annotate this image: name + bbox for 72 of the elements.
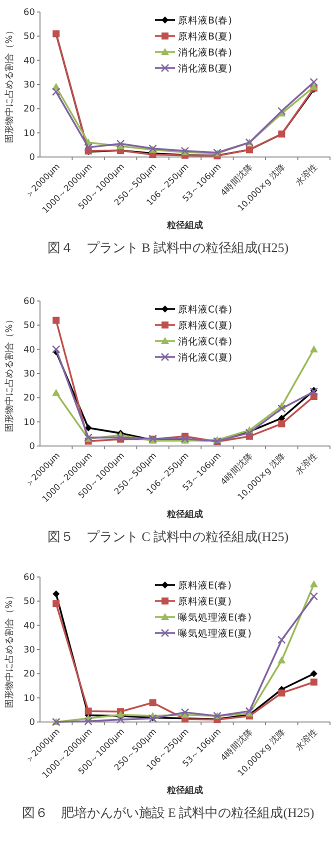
y-tick-label: 40 bbox=[24, 621, 36, 632]
y-tick-label: 0 bbox=[29, 442, 36, 452]
y-tick-label: 30 bbox=[24, 370, 36, 380]
y-tick-label: 10 bbox=[24, 694, 36, 704]
x-tick-label: 水溶性 bbox=[293, 726, 320, 754]
text: 図４ プラント B 試料中の粒径組成(H25) bbox=[47, 240, 289, 255]
point bbox=[52, 388, 60, 396]
point bbox=[245, 706, 254, 716]
y-tick-label: 60 bbox=[24, 573, 36, 583]
point bbox=[278, 404, 286, 413]
point bbox=[84, 424, 92, 432]
x-axis-title: 粒径組成 bbox=[166, 220, 203, 231]
y-tick-label: 50 bbox=[24, 321, 36, 332]
point bbox=[52, 590, 60, 598]
point bbox=[310, 580, 318, 588]
legend-label: 消化液B(春) bbox=[178, 46, 232, 58]
point bbox=[310, 345, 318, 352]
x-axis-title: 粒径組成 bbox=[166, 509, 203, 520]
legend-label: 消化液B(夏) bbox=[178, 62, 232, 74]
y-tick-label: 20 bbox=[24, 104, 36, 115]
legend-label: 消化液C(夏) bbox=[178, 352, 232, 364]
point bbox=[84, 708, 92, 715]
x-tick-label: 水溶性 bbox=[293, 450, 320, 478]
y-tick-label: 20 bbox=[24, 670, 36, 680]
legend-label: 原料液E(春) bbox=[178, 580, 232, 592]
y-tick-label: 30 bbox=[24, 646, 36, 656]
y-tick-label: 40 bbox=[24, 345, 36, 356]
point bbox=[116, 433, 125, 442]
legend-label: 原料液C(夏) bbox=[178, 320, 232, 332]
text: 図５ プラント C 試料中の粒径組成(H25) bbox=[47, 529, 289, 544]
point bbox=[116, 715, 125, 724]
point bbox=[52, 88, 60, 96]
legend-label: 原料液C(春) bbox=[178, 304, 232, 316]
y-tick-label: 50 bbox=[24, 32, 36, 42]
y-tick-label: 40 bbox=[24, 56, 36, 66]
point bbox=[278, 420, 286, 428]
y-tick-label: 60 bbox=[24, 297, 36, 307]
legend-label: 曝気処理液E(夏) bbox=[178, 628, 252, 640]
text: 図６ 肥培かんがい施設 E 試料中の粒径組成(H25) bbox=[22, 805, 314, 820]
point bbox=[278, 656, 286, 664]
y-tick-label: 50 bbox=[24, 597, 36, 608]
y-axis-title: 固形物中に占める割合（%） bbox=[4, 26, 15, 143]
y-tick-label: 60 bbox=[24, 8, 36, 18]
y-tick-label: 0 bbox=[29, 153, 36, 163]
point bbox=[310, 678, 318, 686]
x-tick-label: 水溶性 bbox=[293, 161, 320, 188]
legend-label: 原料液B(春) bbox=[178, 14, 232, 26]
point bbox=[52, 345, 60, 354]
point bbox=[180, 708, 190, 716]
point bbox=[278, 636, 286, 644]
point bbox=[84, 143, 92, 152]
point bbox=[52, 316, 60, 324]
y-tick-label: 30 bbox=[24, 80, 36, 90]
legend-label: 消化液C(春) bbox=[178, 336, 232, 348]
y-tick-label: 10 bbox=[24, 418, 36, 428]
legend-label: 原料液B(夏) bbox=[178, 30, 232, 42]
y-tick-label: 10 bbox=[24, 128, 36, 139]
y-tick-label: 20 bbox=[24, 394, 36, 404]
y-axis-title: 固形物中に占める割合（%） bbox=[4, 591, 15, 708]
point bbox=[278, 690, 286, 696]
point bbox=[310, 78, 318, 86]
point bbox=[116, 140, 125, 148]
y-axis-title: 固形物中に占める割合（%） bbox=[4, 315, 15, 432]
point bbox=[149, 699, 156, 706]
point bbox=[310, 592, 318, 600]
point bbox=[84, 717, 92, 726]
x-axis-title: 粒径組成 bbox=[166, 785, 203, 796]
point bbox=[52, 600, 60, 608]
point bbox=[310, 670, 318, 678]
y-tick-label: 0 bbox=[29, 718, 36, 728]
legend-label: 原料液E(夏) bbox=[178, 596, 232, 608]
legend-label: 曝気処理液E(春) bbox=[178, 612, 252, 624]
